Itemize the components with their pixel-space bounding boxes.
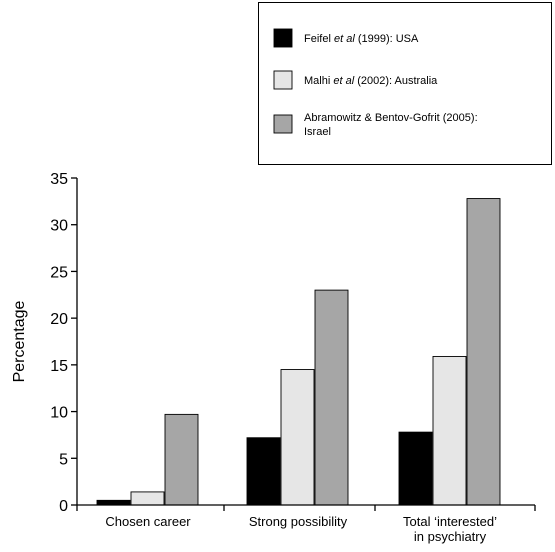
legend-swatch [273,28,293,48]
y-tick-label: 30 [50,218,68,235]
y-tick-label: 5 [59,451,68,468]
legend: Feifel et al (1999): USA Malhi et al (200… [258,2,552,165]
y-tick-label: 0 [59,498,68,515]
bar [96,499,131,506]
y-axis-title: Percentage [11,300,28,382]
bar [398,431,433,506]
x-category-label: Total ‘interested’ [403,514,497,529]
legend-label: Feifel et al (1999): USA [304,33,419,45]
bar [466,198,501,506]
bar [314,289,349,506]
y-tick-label: 20 [50,311,68,328]
y-axis: 0 5 10 15 20 25 30 35 Percentage [11,171,78,515]
x-category-label: Strong possibility [249,514,348,529]
y-tick-label: 25 [50,264,68,281]
legend-label: Malhi et al (2002): Australia [304,75,438,87]
bar [164,413,199,506]
legend-label: Abramowitz & Bentov-Gofrit (2005): Israel [304,112,478,138]
y-tick-label: 15 [50,358,68,375]
y-tick-label: 35 [50,171,68,188]
bar [130,491,165,506]
bar [432,355,467,506]
legend-swatch [273,114,293,134]
bars [96,198,501,506]
legend-box [258,2,552,165]
y-tick-label: 10 [50,405,68,422]
x-category-label: Chosen career [105,514,191,529]
x-category-label: in psychiatry [414,529,487,544]
bar [280,369,315,506]
legend-swatch [273,70,293,90]
bar [246,437,281,506]
x-axis: Chosen career Strong possibility Total ‘in… [76,504,536,544]
